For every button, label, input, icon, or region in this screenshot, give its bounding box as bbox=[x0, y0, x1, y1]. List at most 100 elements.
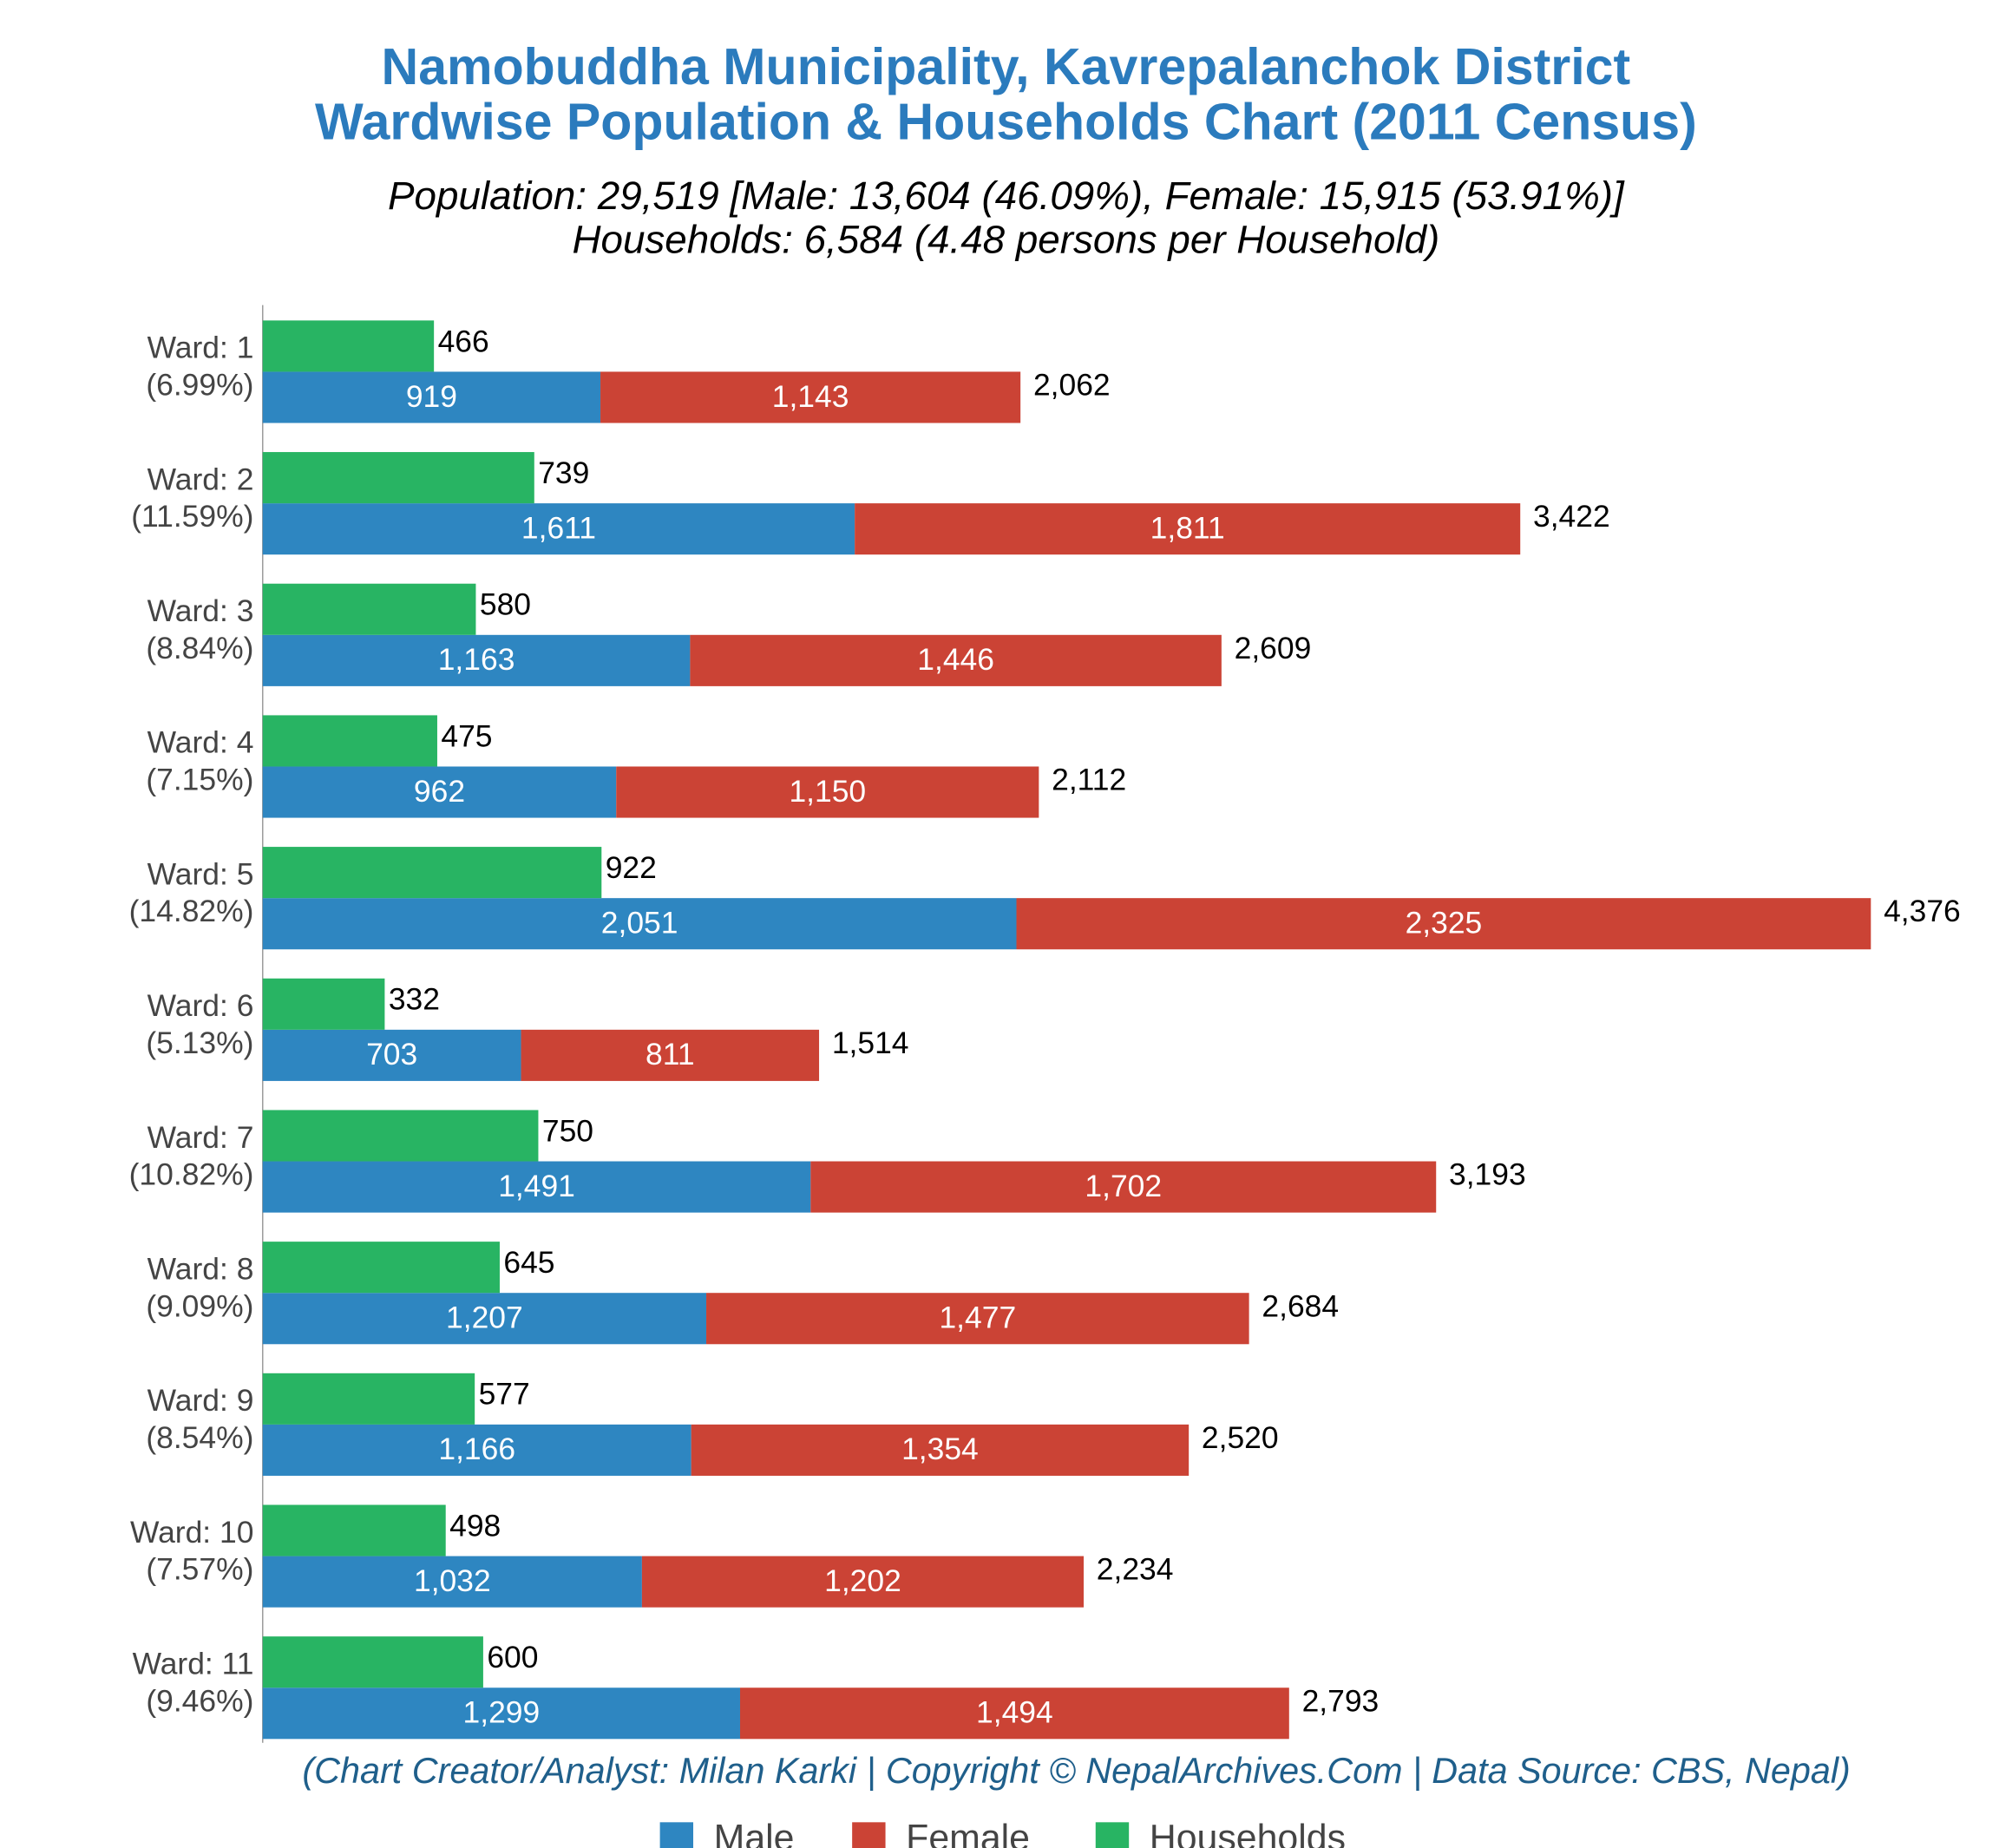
bar bbox=[262, 898, 1017, 950]
chart-subtitle: Households: 6,584 (4.48 persons per Hous… bbox=[572, 217, 1439, 261]
category-label: Ward: 2 bbox=[147, 462, 254, 496]
bar bbox=[739, 1687, 1289, 1740]
category-label: Ward: 5 bbox=[147, 856, 254, 891]
total-label: 2,062 bbox=[1033, 368, 1111, 403]
bar bbox=[1016, 898, 1871, 950]
legend-label: Male bbox=[714, 1817, 795, 1848]
total-label: 3,193 bbox=[1449, 1157, 1526, 1192]
data-label: 600 bbox=[487, 1640, 538, 1674]
bar bbox=[262, 1687, 740, 1740]
data-label: 922 bbox=[606, 850, 657, 885]
chart-title: Namobuddha Municipality, Kavrepalanchok … bbox=[382, 38, 1631, 95]
category-share: (5.13%) bbox=[146, 1026, 253, 1060]
data-label: 1,491 bbox=[498, 1169, 575, 1203]
data-label: 1,299 bbox=[463, 1695, 541, 1730]
category-label: Ward: 10 bbox=[130, 1515, 253, 1550]
data-label: 2,325 bbox=[1406, 906, 1483, 940]
bar bbox=[262, 1504, 446, 1556]
bar bbox=[262, 1293, 707, 1345]
legend-label: Female bbox=[906, 1817, 1030, 1848]
category-label: Ward: 11 bbox=[133, 1646, 254, 1681]
bar bbox=[262, 320, 435, 372]
bar bbox=[600, 371, 1021, 423]
category-share: (8.84%) bbox=[146, 631, 253, 665]
category-share: (7.15%) bbox=[146, 763, 253, 797]
data-label: 475 bbox=[441, 718, 492, 753]
data-label: 1,143 bbox=[772, 379, 849, 414]
total-label: 2,520 bbox=[1202, 1420, 1279, 1455]
bar bbox=[262, 1029, 521, 1081]
legend-swatch bbox=[659, 1822, 694, 1848]
bar bbox=[641, 1556, 1085, 1608]
total-label: 4,376 bbox=[1884, 894, 1961, 928]
category-label: Ward: 7 bbox=[147, 1120, 254, 1155]
bar bbox=[262, 452, 534, 504]
data-label: 580 bbox=[480, 587, 531, 622]
bar bbox=[691, 1424, 1190, 1476]
bar bbox=[262, 847, 602, 899]
category-share: (10.82%) bbox=[129, 1157, 254, 1192]
data-label: 1,477 bbox=[939, 1301, 1016, 1335]
category-label: Ward: 8 bbox=[147, 1251, 254, 1286]
data-label: 1,354 bbox=[901, 1432, 979, 1466]
category-share: (9.46%) bbox=[146, 1683, 253, 1718]
bar bbox=[262, 1110, 539, 1162]
data-label: 1,702 bbox=[1085, 1169, 1162, 1203]
bar bbox=[262, 1242, 500, 1294]
data-label: 1,150 bbox=[789, 774, 866, 809]
total-label: 2,793 bbox=[1302, 1683, 1380, 1718]
bar bbox=[706, 1293, 1249, 1345]
bar bbox=[855, 503, 1521, 555]
footer: (Chart Creator/Analyst: Milan Karki | Co… bbox=[302, 1751, 1850, 1791]
bar bbox=[262, 503, 855, 555]
category-label: Ward: 4 bbox=[147, 725, 254, 760]
data-label: 1,032 bbox=[414, 1563, 491, 1598]
data-label: 739 bbox=[538, 455, 589, 490]
bar bbox=[262, 1373, 475, 1425]
total-label: 2,684 bbox=[1262, 1288, 1339, 1323]
bar bbox=[521, 1029, 820, 1081]
data-label: 498 bbox=[449, 1508, 501, 1543]
bar bbox=[262, 634, 691, 686]
data-label: 919 bbox=[406, 379, 457, 414]
bar bbox=[262, 1161, 811, 1213]
legend-swatch bbox=[852, 1822, 886, 1848]
category-share: (9.09%) bbox=[146, 1288, 253, 1323]
data-label: 703 bbox=[366, 1037, 417, 1071]
data-label: 2,051 bbox=[601, 906, 678, 940]
data-label: 1,163 bbox=[438, 642, 515, 677]
total-label: 3,422 bbox=[1533, 499, 1610, 534]
data-label: 962 bbox=[414, 774, 465, 809]
category-label: Ward: 3 bbox=[147, 593, 254, 628]
total-label: 2,234 bbox=[1097, 1552, 1174, 1587]
bar bbox=[690, 634, 1222, 686]
category-label: Ward: 1 bbox=[147, 331, 254, 365]
data-label: 1,207 bbox=[446, 1301, 523, 1335]
total-label: 2,112 bbox=[1052, 763, 1126, 797]
category-share: (7.57%) bbox=[146, 1552, 253, 1587]
category-share: (6.99%) bbox=[146, 368, 253, 403]
category-label: Ward: 9 bbox=[147, 1383, 254, 1418]
bar bbox=[262, 978, 385, 1030]
chart-subtitle: Population: 29,519 [Male: 13,604 (46.09%… bbox=[388, 174, 1625, 218]
bar bbox=[262, 1424, 691, 1476]
data-label: 1,611 bbox=[521, 511, 596, 546]
data-label: 750 bbox=[542, 1113, 593, 1148]
bar bbox=[262, 1556, 642, 1608]
category-share: (11.59%) bbox=[131, 499, 253, 534]
bar bbox=[810, 1161, 1437, 1213]
data-label: 1,166 bbox=[438, 1432, 515, 1466]
category-share: (14.82%) bbox=[129, 894, 254, 928]
chart-title: Wardwise Population & Households Chart (… bbox=[315, 93, 1697, 150]
data-label: 332 bbox=[389, 982, 440, 1017]
bar bbox=[262, 766, 617, 818]
data-label: 1,494 bbox=[976, 1695, 1053, 1730]
bar bbox=[262, 715, 437, 767]
category-share: (8.54%) bbox=[146, 1420, 253, 1455]
legend-label: Households bbox=[1150, 1817, 1346, 1848]
data-label: 1,811 bbox=[1150, 511, 1225, 546]
data-label: 466 bbox=[438, 324, 489, 358]
total-label: 1,514 bbox=[832, 1026, 909, 1060]
category-label: Ward: 6 bbox=[147, 988, 254, 1023]
